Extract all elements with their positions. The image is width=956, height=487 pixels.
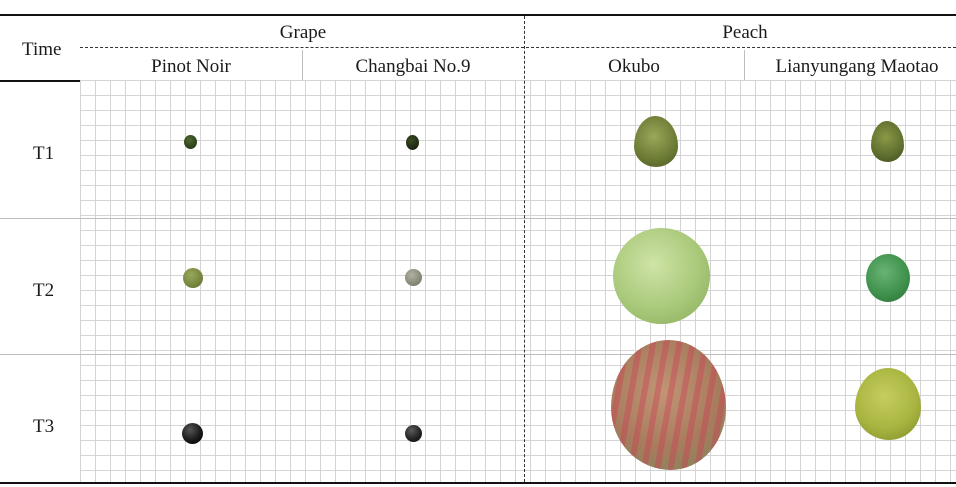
pinot-noir-t2-fruit-image: [183, 268, 203, 288]
peach-cultivar-divider: [744, 50, 745, 80]
maotao-t1-fruit-image: [871, 121, 904, 162]
okubo-t2-fruit-image: [613, 228, 710, 324]
maotao-t2-fruit-image: [866, 254, 910, 302]
okubo-t1-fruit-image: [634, 116, 678, 167]
row-label-t1: T1: [33, 143, 55, 164]
changbai-t1-fruit-image: [406, 135, 419, 150]
okubo-header: Okubo: [608, 56, 660, 77]
changbai-t2-fruit-image: [405, 269, 422, 286]
table-top-rule: [0, 14, 956, 16]
grape-group-underline: [80, 47, 524, 48]
lianyungang-maotao-header: Lianyungang Maotao: [775, 56, 939, 77]
changbai-header: Changbai No.9: [355, 56, 471, 77]
table-bottom-rule: [0, 482, 956, 484]
row-separator: [0, 354, 956, 355]
peach-group-header: Peach: [722, 22, 768, 43]
group-divider: [524, 16, 525, 482]
time-column-header: Time: [22, 39, 62, 60]
row-label-t2: T2: [33, 280, 55, 301]
pinot-noir-header: Pinot Noir: [151, 56, 231, 77]
okubo-t3-fruit-image: [611, 340, 726, 470]
grid-paper-background: [80, 80, 956, 482]
grape-cultivar-divider: [302, 50, 303, 80]
changbai-t3-fruit-image: [405, 425, 422, 442]
peach-group-underline: [526, 47, 956, 48]
row-label-t3: T3: [33, 416, 55, 437]
grape-group-header: Grape: [279, 22, 327, 43]
pinot-noir-t3-fruit-image: [182, 423, 203, 444]
pinot-noir-t1-fruit-image: [184, 135, 197, 149]
row-separator: [0, 218, 956, 219]
maotao-t3-fruit-image: [855, 368, 921, 440]
